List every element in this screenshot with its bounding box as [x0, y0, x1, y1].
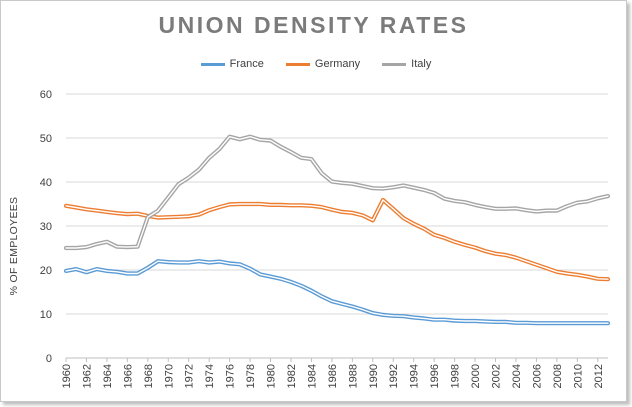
x-tick-label: 2000 — [470, 364, 482, 388]
y-tick-label: 20 — [40, 265, 52, 277]
x-tick-label: 2012 — [593, 364, 605, 388]
x-tick-label: 1996 — [429, 364, 441, 388]
x-tick-label: 1984 — [306, 364, 318, 388]
legend-label-germany: Germany — [314, 58, 361, 70]
x-tick-label: 2008 — [552, 364, 564, 388]
y-tick-label: 60 — [40, 89, 52, 101]
x-tick-label: 1966 — [122, 364, 134, 388]
x-tick-label: 1982 — [286, 364, 298, 388]
y-tick-label: 0 — [46, 353, 52, 365]
x-tick-label: 1972 — [184, 364, 196, 388]
legend-item-france: France — [200, 58, 264, 70]
series-line-inner-italy — [65, 135, 609, 249]
x-tick-label: 1960 — [61, 364, 73, 388]
legend-swatch-italy — [382, 62, 407, 66]
x-tick-label: 1986 — [327, 364, 339, 388]
x-tick-label: 2006 — [531, 364, 543, 388]
x-tick-label: 1992 — [388, 364, 400, 388]
y-tick-label: 30 — [40, 221, 52, 233]
x-tick-label: 1962 — [81, 364, 93, 388]
x-tick-label: 1978 — [245, 364, 257, 388]
x-tick-label: 1990 — [368, 364, 380, 388]
legend: France Germany Italy — [0, 58, 632, 70]
y-tick-label: 50 — [40, 133, 52, 145]
series-line-italy — [63, 134, 611, 251]
legend-swatch-france — [200, 62, 225, 66]
x-tick-label: 1976 — [225, 364, 237, 388]
x-tick-label: 2004 — [511, 364, 523, 388]
series-line-inner-france — [65, 260, 609, 324]
legend-swatch-germany — [285, 62, 310, 66]
x-tick-label: 2010 — [572, 364, 584, 388]
series-line-inner-germany — [65, 199, 609, 280]
x-tick-label: 1980 — [266, 364, 278, 388]
x-tick-label: 1994 — [409, 364, 421, 388]
x-tick-label: 1974 — [204, 364, 216, 388]
chart-title: UNION DENSITY RATES — [158, 12, 469, 38]
chart-frame — [0, 0, 627, 402]
legend-label-france: France — [229, 58, 264, 70]
x-tick-label: 1998 — [450, 364, 462, 388]
legend-label-italy: Italy — [411, 58, 432, 70]
y-tick-label: 40 — [40, 177, 52, 189]
x-tick-label: 1964 — [102, 364, 114, 388]
y-tick-label: 10 — [40, 309, 52, 321]
x-tick-label: 1988 — [347, 364, 359, 388]
x-tick-label: 2002 — [491, 364, 503, 388]
x-tick-label: 1968 — [143, 364, 155, 388]
legend-item-italy: Italy — [382, 58, 431, 70]
legend-item-germany: Germany — [285, 58, 361, 70]
x-tick-label: 1970 — [163, 364, 175, 388]
